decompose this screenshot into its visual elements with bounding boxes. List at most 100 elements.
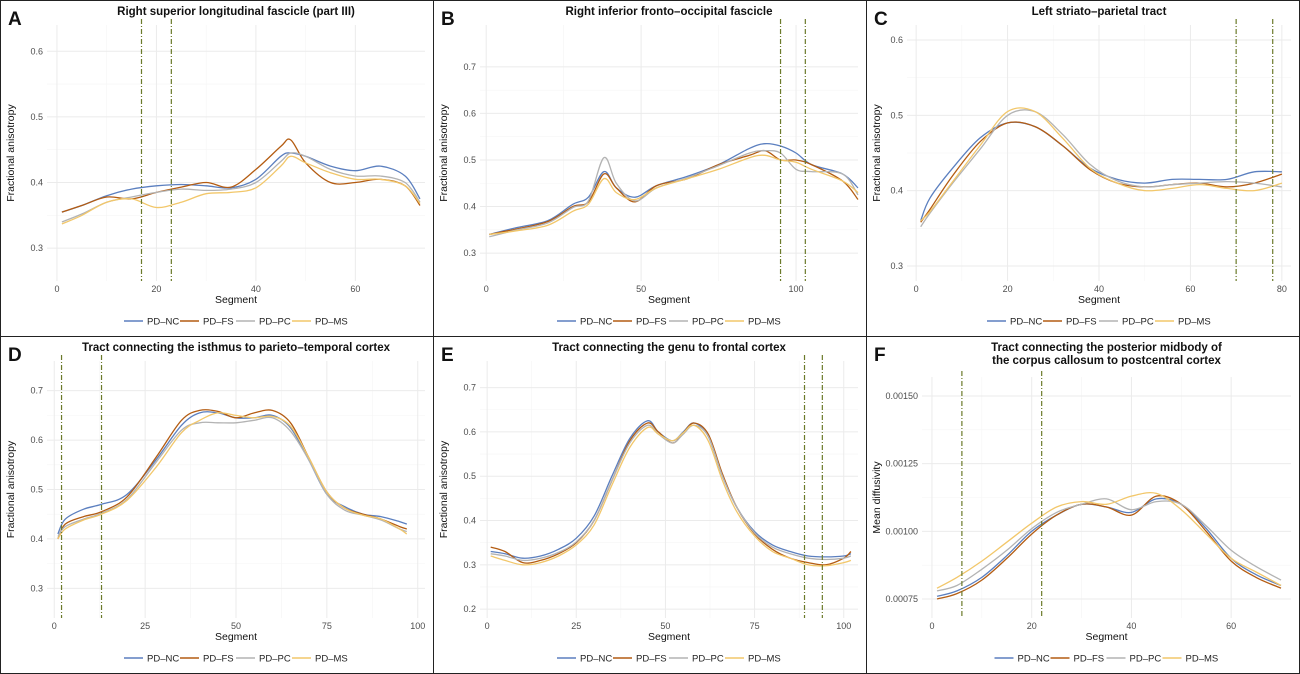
x-tick-label: 40	[1094, 284, 1104, 294]
y-axis-label: Fractional anisotropy	[5, 104, 17, 202]
chart-e: E Tract connecting the genu to frontal co…	[438, 342, 858, 665]
y-tick-label: 0.00150	[885, 391, 918, 401]
legend-label: PD–NC	[147, 317, 179, 328]
x-axis-label: Segment	[215, 294, 257, 306]
legend-label: PD–FS	[203, 317, 234, 328]
x-tick-label: 0	[484, 284, 489, 294]
x-tick-label: 0	[929, 621, 934, 631]
y-tick-label: 0.6	[463, 108, 476, 118]
y-tick-label: 0.00075	[885, 594, 918, 604]
y-tick-label: 0.00100	[885, 526, 918, 536]
panel-a: A Right superior longitudinal fascicle (p…	[0, 0, 434, 337]
x-axis-label: Segment	[648, 294, 690, 306]
series-line-pd-ms	[490, 424, 852, 567]
y-tick-label: 0.5	[463, 471, 476, 481]
legend-label: PD–FS	[636, 317, 667, 328]
x-tick-label: 40	[251, 284, 261, 294]
series-line-pd-ms	[936, 491, 1282, 589]
x-tick-label: 75	[322, 621, 332, 631]
legend-label: PD–MS	[1178, 317, 1211, 328]
y-tick-label: 0.7	[463, 383, 476, 393]
panel-letter: B	[441, 9, 455, 30]
legend-label: PD–NC	[1018, 654, 1050, 665]
y-tick-label: 0.4	[30, 178, 43, 188]
chart-b: B Right inferior fronto–occipital fascicl…	[438, 6, 859, 328]
series-line-pd-fs	[490, 422, 852, 566]
chart-c: C Left striato–parietal tract 0 20 40 60 80 0.3…	[871, 6, 1291, 328]
legend-label: PD–MS	[315, 317, 348, 328]
panel-letter: E	[441, 345, 454, 366]
y-axis-label: Fractional anisotropy	[5, 440, 17, 538]
series-line-pd-pc	[489, 149, 859, 238]
x-axis-label: Segment	[1078, 294, 1120, 306]
series-line-pd-nc	[490, 420, 852, 559]
y-tick-label: 0.3	[30, 583, 43, 593]
x-tick-label: 60	[350, 284, 360, 294]
y-tick-label: 0.6	[30, 46, 43, 56]
y-axis-label: Mean diffusivity	[871, 461, 883, 534]
x-tick-label: 0	[485, 621, 490, 631]
legend-label: PD–NC	[1010, 317, 1042, 328]
legend: PD–NC PD–FS PD–PC PD–MS	[557, 317, 781, 328]
y-tick-label: 0.00125	[885, 459, 918, 469]
legend-label: PD–MS	[748, 654, 781, 665]
minor-gridlines	[47, 25, 425, 281]
chart-d: D Tract connecting the isthmus to parieto…	[5, 342, 425, 665]
y-tick-label: 0.4	[890, 186, 903, 196]
legend-label: PD–MS	[748, 317, 781, 328]
x-axis-label: Segment	[1085, 631, 1127, 643]
x-tick-label: 20	[151, 284, 161, 294]
legend: PD–NC PD–FS PD–PC PD–MS	[987, 317, 1211, 328]
legend: PD–NC PD–FS PD–PC PD–MS	[557, 654, 781, 665]
y-tick-label: 0.5	[890, 110, 903, 120]
x-tick-label: 20	[1003, 284, 1013, 294]
x-tick-label: 0	[52, 621, 57, 631]
series-line-pd-pc	[936, 498, 1282, 592]
x-axis-label: Segment	[215, 631, 257, 643]
y-tick-label: 0.3	[890, 261, 903, 271]
panel-d: D Tract connecting the isthmus to parieto…	[0, 336, 434, 674]
chart-a: A Right superior longitudinal fascicle (p…	[5, 6, 425, 328]
x-tick-label: 100	[789, 284, 804, 294]
x-tick-label: 20	[1027, 621, 1037, 631]
panel-b: B Right inferior fronto–occipital fascicl…	[433, 0, 867, 337]
y-axis-label: Fractional anisotropy	[438, 104, 450, 202]
series-line-pd-fs	[57, 409, 408, 540]
panel-letter: D	[8, 345, 22, 366]
legend-label: PD–PC	[1122, 317, 1154, 328]
series-line-pd-ms	[61, 155, 421, 225]
chart-title: Tract connecting the isthmus to parieto–…	[82, 342, 391, 354]
legend-label: PD–MS	[315, 654, 348, 665]
x-tick-label: 40	[1126, 621, 1136, 631]
y-tick-label: 0.5	[30, 485, 43, 495]
x-tick-label: 25	[140, 621, 150, 631]
x-tick-label: 75	[750, 621, 760, 631]
y-tick-label: 0.6	[30, 435, 43, 445]
legend-label: PD–PC	[692, 654, 724, 665]
legend-label: PD–PC	[1130, 654, 1162, 665]
x-tick-label: 50	[636, 284, 646, 294]
series-line-pd-nc	[920, 121, 1282, 222]
series-line-pd-ms	[920, 107, 1283, 222]
y-tick-label: 0.6	[890, 35, 903, 45]
series-line-pd-nc	[57, 411, 408, 535]
x-axis-label: Segment	[648, 631, 690, 643]
series-line-pd-nc	[936, 497, 1282, 597]
y-tick-label: 0.2	[463, 604, 476, 614]
y-tick-label: 0.4	[463, 516, 476, 526]
chart-title: Right inferior fronto–occipital fascicle	[565, 6, 772, 18]
chart-title: Right superior longitudinal fascicle (pa…	[117, 6, 355, 18]
x-tick-label: 60	[1226, 621, 1236, 631]
panel-e: E Tract connecting the genu to frontal co…	[433, 336, 867, 674]
x-tick-label: 80	[1277, 284, 1287, 294]
legend-label: PD–PC	[259, 317, 291, 328]
chart-title: the corpus callosum to postcentral corte…	[992, 355, 1221, 367]
legend-label: PD–NC	[580, 317, 612, 328]
y-axis-label: Fractional anisotropy	[871, 104, 883, 202]
y-tick-label: 0.3	[463, 560, 476, 570]
y-tick-label: 0.4	[30, 534, 43, 544]
legend-label: PD–PC	[692, 317, 724, 328]
series-line-pd-pc	[490, 424, 852, 562]
panel-letter: A	[8, 9, 22, 30]
